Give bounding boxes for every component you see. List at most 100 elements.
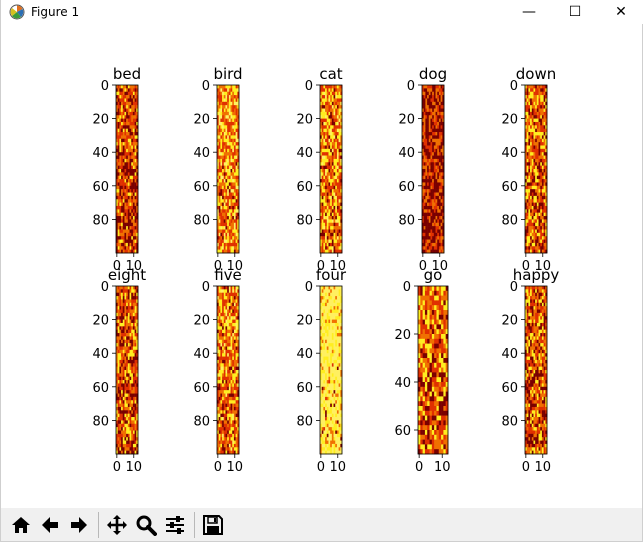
heatmap-cell: [438, 155, 441, 160]
maximize-button[interactable]: ☐: [568, 4, 582, 20]
heatmap-cell: [225, 189, 228, 193]
heatmap-cell: [223, 306, 226, 310]
heatmap-cell: [127, 219, 130, 224]
heatmap-cell: [541, 209, 544, 213]
heatmap-cell: [232, 158, 235, 163]
heatmap-cell: [126, 339, 129, 344]
y-tick-label: 80: [193, 213, 210, 228]
heatmap-cell: [530, 216, 533, 220]
close-button[interactable]: ✕: [615, 4, 627, 20]
heatmap-cell: [122, 158, 125, 163]
heatmap-cell: [232, 169, 235, 173]
heatmap-cell: [230, 242, 233, 247]
heatmap-cell: [134, 195, 137, 200]
heatmap-cell: [328, 135, 331, 140]
heatmap-cell: [217, 219, 219, 224]
heatmap-cell: [132, 420, 135, 425]
heatmap-cell: [535, 142, 538, 146]
heatmap-cell: [227, 182, 230, 187]
heatmap-cell: [116, 202, 118, 207]
heatmap-cell: [132, 376, 135, 381]
title-bar[interactable]: Figure 1 — ☐ ✕: [1, 0, 643, 24]
heatmap-cell: [131, 189, 134, 193]
heatmap-cell: [333, 108, 336, 113]
heatmap-cell: [336, 98, 339, 103]
minimize-button[interactable]: —: [522, 4, 536, 20]
heatmap-cell: [525, 185, 527, 190]
heatmap-cell: [425, 138, 428, 143]
heatmap-cell: [428, 185, 431, 190]
heatmap-cell: [425, 169, 428, 173]
heatmap-cell: [330, 302, 333, 307]
heatmap-cell: [321, 349, 324, 354]
heatmap-cell: [235, 417, 238, 421]
heatmap-cell: [538, 212, 541, 217]
heatmap-cell: [223, 108, 226, 113]
heatmap-cell: [225, 289, 228, 294]
heatmap-cell: [122, 115, 125, 119]
heatmap-cell: [233, 353, 236, 357]
heatmap-cell: [335, 115, 338, 119]
heatmap-cell: [124, 182, 127, 187]
heatmap-cell: [320, 299, 322, 304]
heatmap-cell: [440, 121, 443, 126]
heatmap-cell: [117, 450, 120, 455]
heatmap-cell: [119, 423, 122, 428]
heatmap-cell: [233, 420, 236, 425]
heatmap-cell: [136, 339, 139, 344]
heatmap-cell: [119, 179, 122, 183]
heatmap-cell: [323, 222, 326, 227]
heatmap-cell: [124, 443, 127, 448]
heatmap-cell: [525, 142, 527, 146]
heatmap-cell: [228, 209, 231, 213]
heatmap-cell: [533, 192, 536, 197]
heatmap-cell: [333, 309, 336, 314]
heatmap-cell: [340, 128, 343, 133]
heatmap-cell: [545, 216, 548, 220]
heatmap-cell: [437, 162, 440, 166]
heatmap-cell: [326, 128, 329, 133]
heatmap-cell: [227, 319, 230, 324]
heatmap-cell: [129, 359, 132, 364]
heatmap-cell: [218, 185, 221, 190]
heatmap-cell: [237, 309, 240, 314]
heatmap-cell: [340, 333, 343, 337]
heatmap-cell: [129, 195, 132, 200]
heatmap-cell: [225, 420, 228, 425]
heatmap-cell: [230, 249, 233, 254]
heatmap-cell: [220, 437, 223, 441]
heatmap-cell: [535, 246, 538, 250]
heatmap-cell: [526, 118, 529, 123]
heatmap-cell: [222, 105, 225, 109]
heatmap-cell: [328, 353, 331, 357]
heatmap-cell: [336, 145, 339, 150]
heatmap-cell: [428, 229, 431, 234]
heatmap-cell: [438, 98, 441, 103]
heatmap-cell: [126, 199, 129, 203]
heatmap-cell: [126, 329, 129, 334]
heatmap-cell: [531, 165, 534, 170]
heatmap-cell: [438, 175, 441, 180]
heatmap-cell: [438, 88, 441, 93]
heatmap-cell: [136, 169, 139, 173]
heatmap-cell: [232, 91, 235, 96]
heatmap-cell: [331, 138, 334, 143]
heatmap-cell: [440, 111, 443, 116]
heatmap-cell: [222, 393, 225, 398]
heatmap-cell: [117, 229, 120, 234]
heatmap-cell: [338, 349, 341, 354]
heatmap-cell: [121, 393, 124, 398]
heatmap-cell: [237, 376, 240, 381]
heatmap-cell: [531, 135, 534, 140]
heatmap-cell: [427, 142, 430, 146]
heatmap-cell: [536, 172, 539, 177]
heatmap-cell: [232, 349, 235, 354]
heatmap-cell: [336, 236, 339, 240]
heatmap-cell: [533, 98, 536, 103]
heatmap-cell: [325, 333, 328, 337]
heatmap-cell: [126, 91, 129, 96]
heatmap-cell: [326, 222, 329, 227]
figure-canvas[interactable]: bed 0 20 40 60 80 0 10 bird 0 20 40 60 80 0 10 cat 0 20 40 6…: [1, 24, 642, 508]
heatmap-cell: [121, 322, 124, 327]
heatmap-cell: [526, 169, 529, 173]
